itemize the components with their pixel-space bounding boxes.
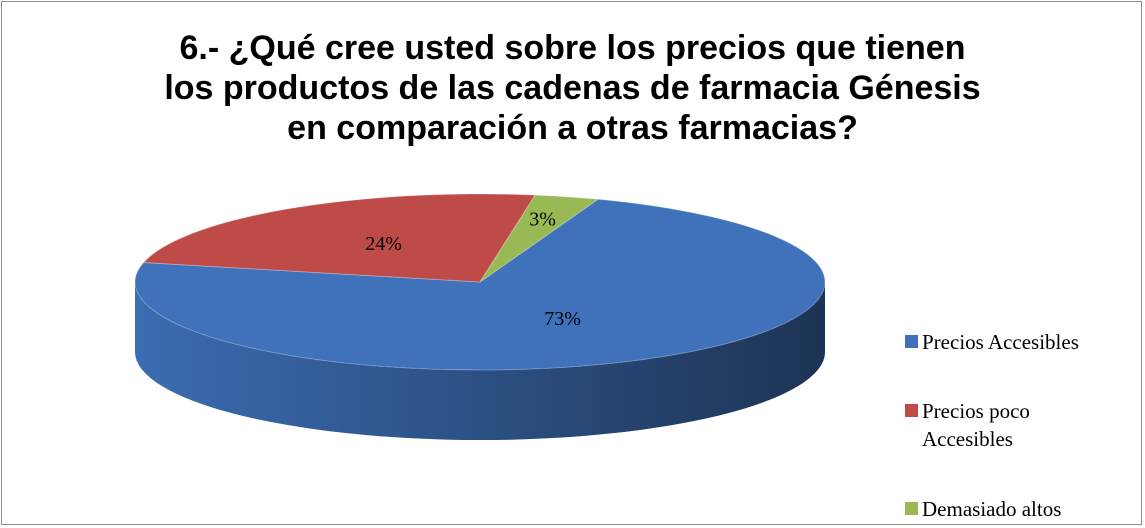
legend-item: Precios Accesibles (905, 328, 1122, 356)
legend-item: Demasiado altos (905, 495, 1122, 523)
legend-swatch (905, 404, 918, 417)
chart-title: 6.- ¿Qué cree usted sobre los precios qu… (164, 29, 981, 147)
pie-slice (142, 193, 537, 283)
legend-item: Precios poco Accesibles (905, 397, 1122, 453)
legend-label: Demasiado altos (922, 497, 1062, 521)
pie-side-shade (135, 282, 825, 440)
data-label: 3% (529, 208, 556, 230)
pie-slice (134, 198, 826, 371)
data-label: 24% (365, 233, 402, 255)
data-label: 73% (544, 308, 581, 330)
legend-swatch (905, 335, 918, 348)
legend-label: Precios poco Accesibles (922, 399, 1030, 451)
pie-slice (479, 194, 600, 283)
title-box: 6.- ¿Qué cree usted sobre los precios qu… (0, 28, 1145, 148)
legend-label: Precios Accesibles (922, 330, 1079, 354)
legend-swatch (905, 502, 918, 515)
